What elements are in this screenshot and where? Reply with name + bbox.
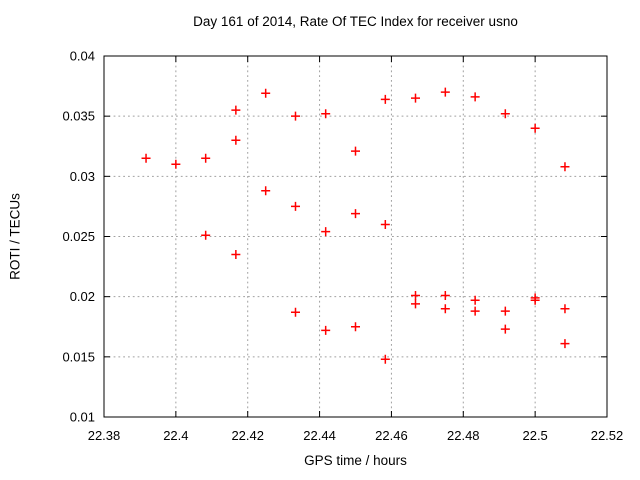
data-point	[440, 87, 450, 97]
data-point	[380, 354, 390, 364]
data-point	[470, 295, 480, 305]
data-point	[440, 304, 450, 314]
x-tick-label: 22.46	[375, 428, 408, 443]
data-point	[290, 111, 300, 121]
data-point	[411, 299, 421, 309]
y-tick-label: 0.035	[62, 109, 95, 124]
y-axis-label: ROTI / TECUs	[7, 193, 23, 280]
data-point	[290, 307, 300, 317]
y-tick-label: 0.01	[70, 410, 95, 425]
y-tick-label: 0.025	[62, 229, 95, 244]
data-point	[500, 324, 510, 334]
data-point	[380, 94, 390, 104]
data-point	[380, 219, 390, 229]
data-point	[470, 306, 480, 316]
x-tick-label: 22.4	[163, 428, 188, 443]
data-point	[290, 201, 300, 211]
data-point	[261, 186, 271, 196]
data-point	[351, 322, 360, 332]
x-tick-label: 22.52	[591, 428, 624, 443]
x-tick-label: 22.5	[522, 428, 547, 443]
data-point	[141, 153, 151, 163]
data-point	[171, 159, 181, 169]
data-point	[351, 146, 360, 156]
x-tick-label: 22.48	[447, 428, 480, 443]
data-point	[530, 123, 540, 133]
x-axis-label: GPS time / hours	[304, 453, 407, 468]
data-point	[560, 162, 570, 172]
y-tick-label: 0.015	[62, 349, 95, 364]
data-point	[321, 109, 331, 119]
data-point	[500, 306, 510, 316]
data-point	[201, 230, 211, 240]
data-point	[231, 250, 241, 260]
data-point	[560, 304, 570, 314]
data-point	[321, 227, 331, 237]
x-tick-label: 22.38	[88, 428, 121, 443]
chart-title: Day 161 of 2014, Rate Of TEC Index for r…	[193, 14, 518, 29]
data-point	[411, 290, 421, 300]
data-point	[440, 290, 450, 300]
x-tick-label: 22.44	[303, 428, 336, 443]
y-tick-label: 0.03	[70, 169, 95, 184]
data-point	[321, 325, 331, 335]
data-point	[231, 105, 241, 115]
data-point	[530, 295, 540, 305]
y-tick-label: 0.02	[70, 289, 95, 304]
y-tick-label: 0.04	[70, 49, 95, 64]
x-tick-label: 22.42	[231, 428, 264, 443]
data-point	[500, 109, 510, 119]
data-point	[560, 339, 570, 349]
data-point	[470, 92, 480, 102]
data-point	[261, 88, 271, 98]
data-point	[411, 93, 421, 103]
data-point	[231, 135, 241, 145]
data-point	[351, 209, 360, 219]
data-point	[201, 153, 211, 163]
